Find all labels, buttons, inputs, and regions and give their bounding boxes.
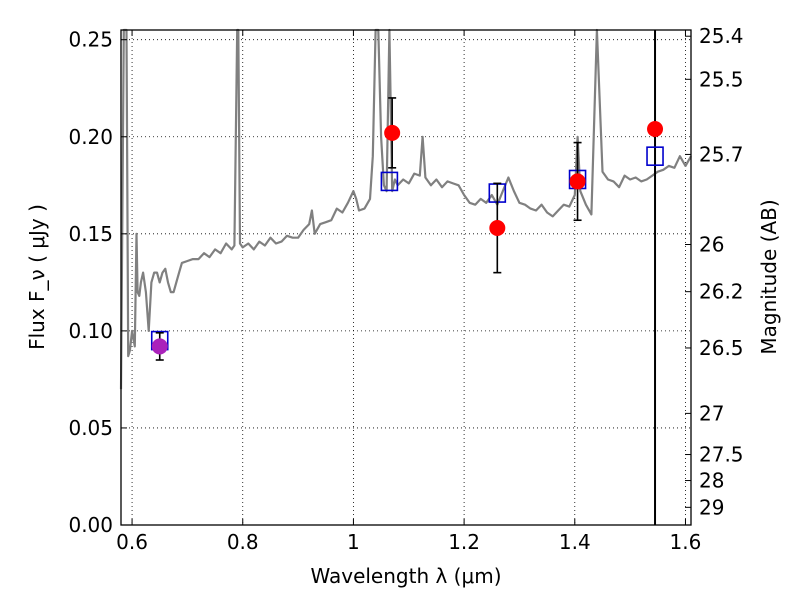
right-tick-label: 28: [699, 469, 724, 493]
y-tick-label: 0.10: [68, 319, 113, 343]
right-axis-title: Magnitude (AB): [757, 199, 781, 354]
x-tick-label: 0.8: [227, 530, 259, 554]
x-tick-label: 1.2: [448, 530, 480, 554]
observed-photometry-point: [151, 338, 168, 355]
y-tick-label: 0.05: [68, 416, 113, 440]
right-tick-label: 27: [699, 401, 724, 425]
right-tick-label: 25.5: [699, 67, 744, 91]
tick-layer: 0.6 0.8 1 1.2 1.4 1.6 0.00 0.05 0.10 0.15 0.20 0.25…: [68, 24, 743, 554]
synthetic-photometry-square: [646, 146, 664, 166]
right-tick-label: 25.4: [699, 24, 744, 48]
x-tick-label: 1: [347, 530, 360, 554]
observed-photometry-point: [489, 220, 506, 236]
y-tick-label: 0.15: [68, 222, 113, 246]
x-axis-title: Wavelength λ (μm): [310, 564, 501, 588]
y-axis-title: Flux F_ν ( μJy ): [25, 204, 49, 350]
y-tick-label: 0.00: [68, 513, 113, 537]
right-tick-label: 26.5: [699, 336, 744, 360]
right-tick-label: 26: [699, 233, 724, 257]
y-tick-label: 0.25: [68, 28, 113, 52]
x-tick-label: 1.6: [670, 530, 702, 554]
observed-photometry-point: [647, 121, 664, 137]
plot-frame: [120, 29, 692, 526]
right-tick-label: 26.2: [699, 280, 744, 304]
observed-photometry-point: [569, 173, 586, 190]
right-tick-label: 27.5: [699, 443, 744, 467]
observed-photometry-point: [384, 124, 401, 141]
y-tick-label: 0.20: [68, 125, 113, 149]
synthetic-photometry-square: [380, 171, 399, 192]
right-tick-label: 25.7: [699, 142, 744, 166]
x-tick-label: 0.6: [116, 530, 148, 554]
right-tick-label: 29: [699, 495, 724, 519]
marker-layer: [150, 97, 664, 361]
x-tick-label: 1.4: [559, 530, 591, 554]
